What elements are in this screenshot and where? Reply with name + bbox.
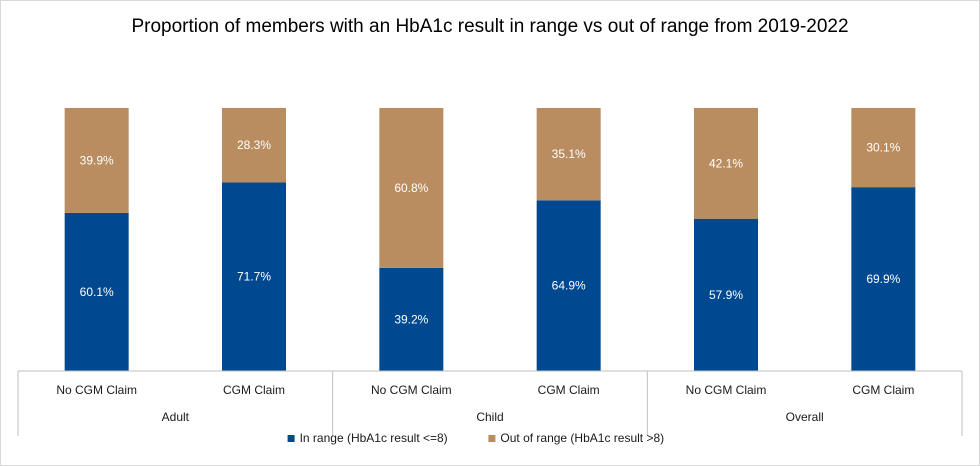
legend-label: In range (HbA1c result <=8) (300, 431, 448, 445)
data-label: 71.7% (237, 270, 271, 284)
legend-label: Out of range (HbA1c result >8) (500, 431, 664, 445)
category-tick-label: CGM Claim (223, 383, 285, 397)
bar-in-range (379, 267, 444, 371)
category-tick-label: CGM Claim (852, 383, 914, 397)
bar-in-range (694, 218, 758, 371)
chart-title: Proportion of members with an HbA1c resu… (131, 16, 848, 37)
data-label: 69.9% (866, 272, 900, 286)
bar-in-range (222, 182, 286, 371)
data-label: 60.8% (394, 181, 428, 195)
data-label: 42.1% (709, 156, 743, 170)
bar-out-of-range (536, 108, 601, 201)
category-axis: No CGM Claim CGM Claim No CGM Claim CGM Cla… (17, 370, 963, 436)
category-tick-label: No CGM Claim (371, 383, 452, 397)
group-label: Child (476, 410, 503, 424)
category-tick-label: No CGM Claim (686, 383, 767, 397)
data-label: 60.1% (80, 285, 114, 299)
bar-out-of-range (851, 108, 916, 188)
category-tick-label: No CGM Claim (56, 383, 137, 397)
bar-out-of-range (379, 108, 444, 268)
bar-out-of-range (222, 108, 286, 183)
data-label: 35.1% (552, 147, 586, 161)
legend: In range (HbA1c result <=8) Out of range … (287, 431, 664, 445)
bar-out-of-range (64, 108, 129, 213)
legend-swatch (287, 435, 295, 442)
legend-swatch (488, 435, 496, 442)
data-label: 39.9% (80, 153, 114, 167)
bar-in-range (64, 212, 129, 371)
group-label: Adult (162, 410, 190, 424)
bar-in-range (851, 187, 916, 371)
data-label: 28.3% (237, 138, 271, 152)
category-tick-label: CGM Claim (538, 383, 600, 397)
group-label: Overall (786, 410, 824, 424)
bar-in-range (536, 200, 601, 371)
bars-layer: 60.1% 39.9% 71.7% 28.3% 39.2% 60.8% 64.9% 35.1%… (64, 108, 916, 371)
data-label: 64.9% (552, 279, 586, 293)
data-label: 30.1% (866, 141, 900, 155)
bar-out-of-range (694, 108, 758, 219)
data-label: 39.2% (394, 312, 428, 326)
data-label: 57.9% (709, 288, 743, 302)
